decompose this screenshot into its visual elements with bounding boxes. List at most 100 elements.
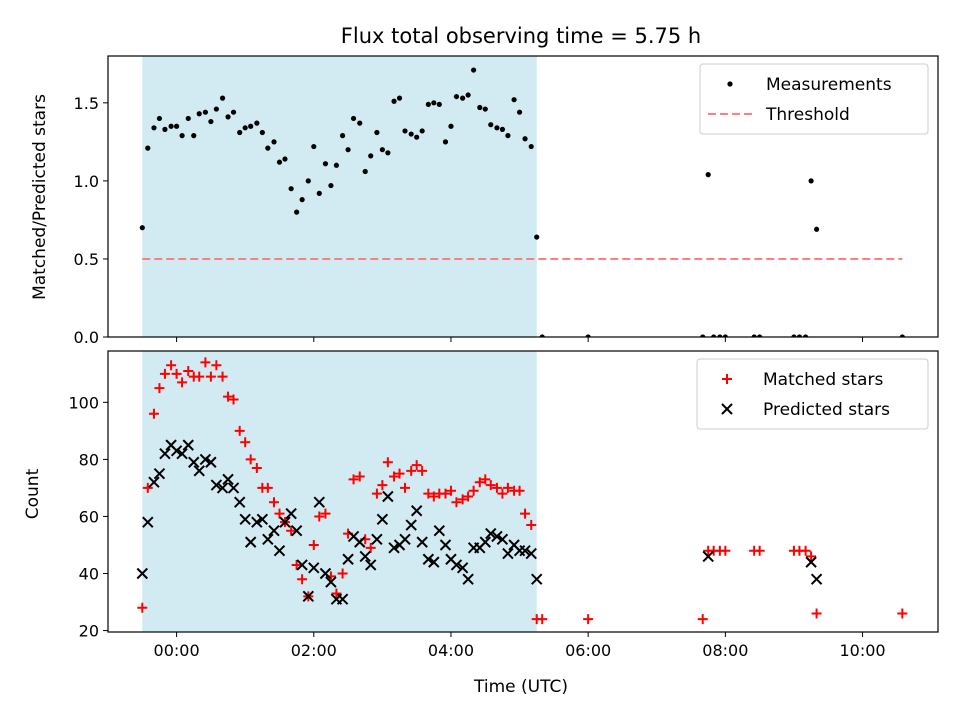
measurement-point — [460, 95, 466, 101]
matched-star-point — [154, 383, 165, 394]
predicted-star-point — [456, 562, 469, 574]
predicted-star-point — [496, 533, 509, 545]
measurement-point — [271, 139, 277, 145]
measurement-point — [230, 109, 237, 115]
legend-measurement-swatch — [727, 81, 733, 87]
measurement-point — [757, 334, 763, 337]
measurement-point — [294, 209, 300, 215]
predicted-star-point — [222, 473, 234, 486]
legend-box — [699, 63, 929, 135]
matched-star-point — [485, 480, 496, 491]
predicted-star-point — [433, 525, 446, 537]
measurement-point — [379, 147, 385, 153]
matched-star-point — [468, 485, 479, 496]
bottom-panel: 20 40 60 80 100 00:00 02:00 04:00 06:00 08:00 10:0… — [68, 350, 939, 660]
matched-star-point — [417, 465, 428, 476]
matched-star-point — [411, 460, 422, 471]
measurement-point — [511, 97, 517, 103]
predicted-star-point — [193, 465, 205, 477]
top-y-axis-label: Matched/Predicted stars — [30, 94, 50, 300]
axes-frame — [107, 350, 939, 633]
predicted-star-point — [153, 467, 166, 480]
predicted-star-point — [388, 542, 400, 554]
legend-label: Measurements — [766, 75, 892, 95]
matched-star-point — [137, 602, 148, 613]
measurement-point — [179, 133, 185, 139]
matched-star-point — [223, 391, 234, 402]
predicted-star-point — [399, 533, 411, 545]
matched-star-point — [148, 408, 159, 419]
matched-star-point — [445, 485, 456, 496]
legend-matched-swatch — [722, 374, 732, 384]
measurement-point — [408, 131, 414, 137]
measurement-point — [276, 159, 283, 165]
predicted-star-point — [170, 445, 183, 457]
matched-star-point — [526, 520, 537, 531]
predicted-star-point — [290, 525, 303, 537]
measurement-point — [585, 334, 591, 337]
measurement-point — [213, 106, 219, 112]
top-panel: 0.0 0.5 1.0 1.5 Measurements Threshold — [74, 55, 939, 347]
y-tick-label: 0.0 — [74, 328, 99, 347]
x-tick-label: 08:00 — [702, 641, 748, 660]
matched-star-point — [177, 377, 188, 388]
matched-star-point — [474, 477, 485, 488]
measurement-point — [717, 334, 723, 337]
predicted-star-point — [405, 519, 417, 531]
measurement-point — [299, 197, 305, 203]
measurement-point — [425, 101, 431, 107]
measurement-point — [813, 226, 820, 232]
measurement-point — [185, 115, 191, 122]
predicted-star-point — [422, 553, 435, 565]
measurement-point — [505, 133, 511, 139]
measurement-point — [711, 334, 717, 337]
matched-star-point — [389, 471, 400, 482]
predicted-star-point — [308, 562, 320, 574]
predicted-star-point — [313, 496, 325, 508]
measurement-point — [208, 118, 214, 125]
measurement-point — [305, 178, 311, 184]
measurement-point — [453, 93, 460, 100]
predicted-star-point — [491, 530, 503, 543]
measurement-point — [265, 145, 271, 151]
measurement-point — [225, 114, 231, 120]
y-tick-label: 1.5 — [74, 94, 99, 113]
predicted-star-point — [336, 593, 349, 605]
predicted-star-point — [142, 516, 154, 528]
measurement-point — [328, 182, 334, 189]
measurement-point — [191, 133, 197, 139]
measurement-point — [162, 126, 168, 132]
predicted-star-point — [410, 505, 423, 517]
measurement-point — [139, 225, 145, 231]
matched-star-point — [451, 497, 462, 508]
plot-area — [136, 357, 908, 625]
measurement-point — [477, 104, 483, 111]
measurement-point — [522, 136, 528, 142]
predicted-star-point — [279, 516, 291, 528]
predicted-star-point — [205, 456, 217, 468]
measurement-point — [259, 129, 265, 136]
predicted-star-point — [805, 556, 817, 568]
matched-star-point — [806, 551, 817, 562]
measurement-point — [357, 120, 363, 126]
measurement-point — [488, 122, 494, 128]
predicted-star-point — [251, 516, 263, 528]
y-tick-label: 20 — [79, 622, 99, 641]
matched-star-point — [142, 482, 153, 493]
measurement-point — [173, 123, 180, 129]
matched-star-point — [400, 482, 411, 493]
measurement-point — [196, 111, 202, 117]
matched-star-point — [371, 488, 382, 499]
predicted-star-point — [531, 573, 543, 585]
y-tick-label: 80 — [79, 450, 99, 469]
observing-span — [142, 56, 537, 337]
measurement-point — [391, 98, 397, 104]
predicted-star-point — [302, 590, 315, 603]
measurement-point — [374, 129, 380, 136]
measurement-point — [465, 92, 471, 98]
y-tick-label: 40 — [79, 565, 99, 584]
matched-star-point — [194, 371, 205, 382]
predicted-star-point — [268, 525, 280, 537]
measurement-point — [202, 109, 209, 115]
